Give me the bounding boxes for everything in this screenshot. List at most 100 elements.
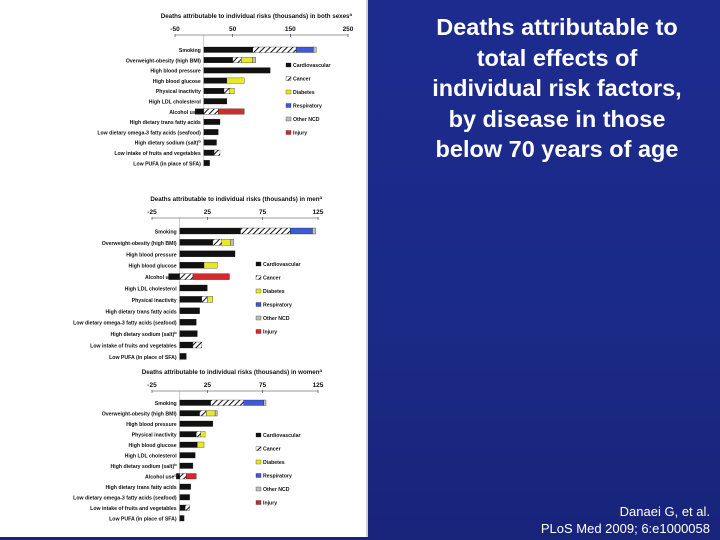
legend-swatch [285, 116, 292, 122]
bar-segment [263, 399, 267, 406]
bar-segment [179, 227, 241, 235]
category-label: High LDL cholesterol [125, 287, 178, 293]
legend-label: Cancer [263, 276, 281, 282]
x-tick-label: -50 [170, 26, 180, 33]
category-label: Low PUFA (in place of SFA) [109, 517, 177, 523]
category-marker: b [174, 330, 177, 335]
category-label: High dietary sodium (salt)b [135, 138, 202, 147]
bar-segment [179, 307, 200, 314]
bar-segment [195, 108, 204, 115]
bar-segment [179, 262, 205, 269]
category-label: High dietary trans fatty acids [105, 309, 176, 315]
chart-title: Deaths attributable to individual risks … [142, 368, 323, 377]
bar-segment [212, 239, 222, 246]
x-tick-label: -25 [147, 209, 157, 216]
bar-segment [203, 160, 210, 166]
bar-segment [218, 108, 245, 115]
legend-label: Cancer [263, 447, 281, 453]
category-marker: b [174, 462, 177, 467]
category-label: High blood glucose [129, 264, 177, 270]
category-label: High blood glucose [129, 443, 177, 449]
legend-label: Injury [263, 501, 277, 507]
category-label: Smoking [155, 230, 177, 236]
bar-segment [252, 46, 297, 53]
bar-segment [229, 88, 235, 94]
bar-segment [197, 441, 205, 448]
bar-segment [179, 353, 187, 360]
category-marker: c [174, 472, 177, 477]
bar-segment [210, 399, 245, 406]
bar-segment [290, 227, 313, 235]
legend-swatch [255, 275, 262, 280]
bar-segment [203, 129, 219, 136]
category-label: High blood glucose [153, 79, 201, 85]
category-label: Overweight-obesity (high BMI) [102, 241, 177, 247]
bar-segment [179, 273, 194, 280]
bar-segment [203, 88, 225, 94]
bar-segment [179, 441, 198, 448]
category-marker: b [198, 138, 201, 143]
category-label: Low dietary omega-3 fatty acids (seafood… [73, 496, 177, 502]
legend-label: Diabetes [263, 460, 285, 466]
bar-segment [203, 46, 253, 53]
category-label: Overweight-obesity (high BMI) [126, 58, 201, 64]
chart-panel-2: Deaths attributable to individual risks … [73, 195, 324, 361]
bar-segment [179, 483, 191, 490]
category-label: Smoking [155, 401, 177, 407]
category-label: Low PUFA (in place of SFA) [109, 355, 177, 361]
bar-segment [241, 57, 253, 63]
category-label: High dietary trans fatty acids [105, 485, 176, 491]
bar-segment [179, 420, 214, 427]
legend-label: Respiratory [293, 104, 322, 110]
bar-segment [295, 46, 314, 53]
bar-segment [179, 296, 202, 303]
legend-swatch [255, 432, 262, 438]
category-label: Physical inactivity [156, 89, 201, 95]
bar-segment [226, 77, 245, 84]
bar-segment [179, 452, 196, 459]
x-tick-label: 250 [343, 26, 354, 33]
bar-segment [201, 296, 208, 303]
bar-segment [179, 239, 214, 246]
bar-segment [203, 139, 217, 146]
legend-swatch [255, 486, 262, 492]
legend-label: Diabetes [263, 289, 285, 295]
chart-panel-3: Deaths attributable to individual risks … [73, 368, 324, 523]
bar-segment [243, 399, 264, 406]
bar-segment [203, 262, 218, 269]
x-tick-label: -25 [147, 382, 157, 389]
legend-swatch [255, 446, 262, 451]
x-tick-label: 50 [229, 26, 237, 33]
bar-segment [179, 462, 194, 469]
bar-segment [185, 504, 190, 511]
bar-segment [240, 227, 291, 235]
bar-segment [179, 330, 198, 337]
bar-segment [192, 341, 202, 349]
bar-segment [179, 284, 208, 292]
bar-segment [179, 473, 187, 480]
bar-segment [221, 239, 231, 246]
citation-author: Danaei G, et al. [619, 504, 710, 519]
legend-swatch [285, 103, 292, 108]
category-label: Physical inactivity [132, 298, 177, 304]
legend-swatch [255, 459, 262, 465]
legend-swatch [255, 261, 262, 267]
chart-panel-1: Deaths attributable to individual risks … [97, 12, 353, 168]
legend-swatch [255, 500, 262, 505]
category-label: Low dietary omega-3 fatty acids (seafood… [97, 130, 201, 136]
bar-segment [179, 431, 197, 438]
category-label: High LDL cholesterol [125, 454, 178, 460]
x-tick-label: 150 [285, 26, 296, 33]
chart-title-marker: a [319, 368, 322, 373]
bar-segment [203, 67, 271, 74]
category-label: Low intake of fruits and vegetables [114, 151, 201, 157]
legend-swatch [255, 288, 262, 294]
bar-segment [232, 57, 242, 63]
bar-segment [196, 431, 201, 438]
legend-label: Cardiovascular [263, 433, 300, 439]
legend-label: Cardiovascular [263, 262, 300, 268]
bar-segment [179, 341, 194, 349]
citation-journal: PLoS Med 2009; 6:e1000058 [540, 521, 710, 537]
legend-swatch [255, 302, 262, 307]
bar-segment [186, 473, 197, 480]
